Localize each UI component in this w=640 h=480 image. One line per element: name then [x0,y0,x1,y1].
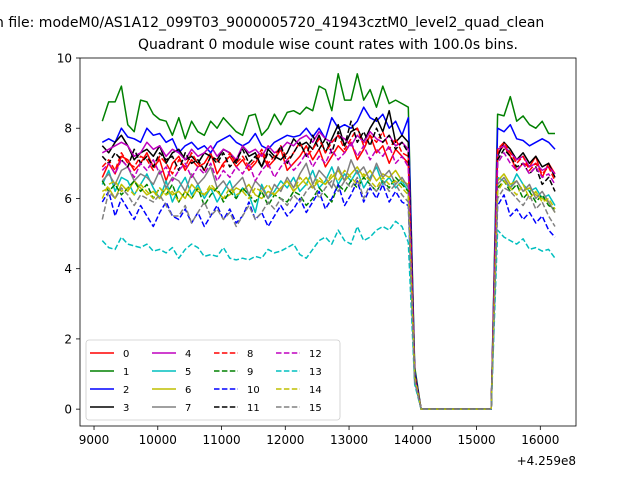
legend-frame [85,339,341,421]
legend-label-13: 13 [309,367,322,378]
legend-label-1: 1 [123,367,129,378]
legend-label-6: 6 [185,385,191,396]
legend-label-4: 4 [185,349,191,360]
y-tick-label: 8 [64,122,72,136]
figure-suptitle: n file: modeM0/AS1A12_099T03_9000005720_… [0,15,544,31]
legend-label-11: 11 [247,403,260,414]
axes-frame [79,57,577,427]
legend-label-5: 5 [185,367,191,378]
y-tick-label: 4 [64,262,72,276]
legend-label-10: 10 [247,385,260,396]
y-axis: 0 2 4 6 8 10 [57,52,80,417]
series-line-11 [101,120,556,410]
legend-label-14: 14 [309,385,322,396]
series-line-15 [101,176,556,410]
legend-label-12: 12 [309,349,322,360]
y-tick-label: 2 [64,332,72,346]
legend-label-8: 8 [247,349,253,360]
y-tick-label: 6 [64,192,72,206]
y-tick-label: 10 [57,52,72,66]
x-tick-label: 9000 [79,433,110,447]
legend-label-7: 7 [185,403,191,414]
x-tick-label: 10000 [139,433,177,447]
x-axis: 9000 10000 11000 12000 13000 14000 15000 16000 [79,426,559,447]
x-tick-label: 14000 [394,433,432,447]
y-tick-label: 0 [64,403,72,417]
chart-title: Quadrant 0 module wise count rates with … [138,37,518,53]
x-tick-label: 12000 [266,433,304,447]
x-tick-label: 15000 [457,433,495,447]
legend-label-2: 2 [123,385,129,396]
x-axis-offset-label: +4.259e8 [517,454,576,468]
series-layer [101,73,556,410]
x-tick-label: 16000 [521,433,559,447]
x-tick-label: 13000 [330,433,368,447]
x-tick-label: 11000 [202,433,240,447]
legend-label-15: 15 [309,403,322,414]
legend-label-3: 3 [123,403,129,414]
legend-label-9: 9 [247,367,253,378]
legend-label-0: 0 [123,349,129,360]
